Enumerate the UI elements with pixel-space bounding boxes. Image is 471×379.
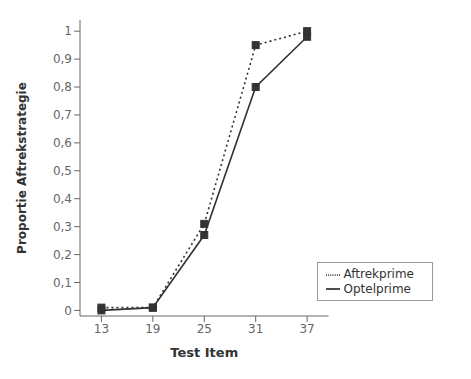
svg-text:Proportie Aftrekstrategie: Proportie Aftrekstrategie [15,82,29,254]
svg-text:Test Item: Test Item [170,345,238,360]
svg-text:1: 1 [64,24,72,38]
svg-text:0,6: 0,6 [53,136,72,150]
svg-text:0,3: 0,3 [53,220,72,234]
svg-text:19: 19 [145,322,160,336]
svg-text:0,8: 0,8 [53,80,72,94]
svg-text:0,2: 0,2 [53,248,72,262]
svg-text:0,5: 0,5 [53,164,72,178]
svg-text:0: 0 [64,304,72,318]
svg-text:25: 25 [197,322,212,336]
html-text:Optelprime: Optelprime [343,281,411,296]
svg-text:0,4: 0,4 [53,192,72,206]
svg-text:37: 37 [299,322,314,336]
svg-text:0,7: 0,7 [53,108,72,122]
svg-text:13: 13 [94,322,109,336]
svg-text:0,1: 0,1 [53,276,72,290]
svg-text:31: 31 [248,322,263,336]
html-text:Aftrekprime: Aftrekprime [343,267,414,281]
svg-text:0,9: 0,9 [53,52,72,66]
